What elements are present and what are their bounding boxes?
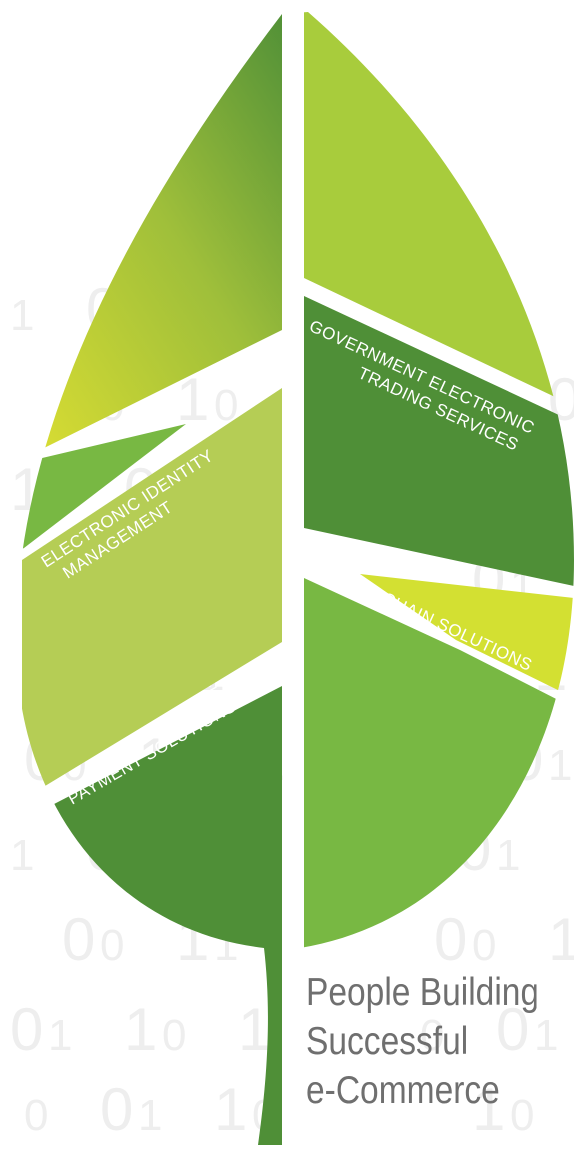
binary-digit: 1: [10, 831, 34, 880]
binary-digit: 1: [138, 1091, 162, 1140]
binary-digit: 0: [100, 921, 124, 970]
binary-digit: 1: [548, 906, 574, 973]
binary-digit: 1: [214, 1076, 247, 1143]
binary-digit: 1: [472, 1076, 505, 1143]
tagline-line2: Successful: [306, 1020, 469, 1063]
binary-digit: 1: [124, 996, 157, 1063]
leaf-segment-left-small-triangle: [16, 424, 186, 560]
binary-digit: 0: [420, 1011, 444, 1060]
binary-digit: 1: [238, 996, 271, 1063]
binary-digit: 1: [48, 1011, 72, 1060]
binary-digit: 0: [62, 906, 95, 973]
tagline-line1: People Building: [306, 971, 537, 1014]
leaf-segment-top-left: [16, 12, 282, 450]
binary-digit: 1: [10, 291, 34, 340]
tagline-line3: e-Commerce: [306, 1069, 500, 1112]
binary-digit: 0: [10, 996, 43, 1063]
binary-digit: 0: [496, 996, 529, 1063]
binary-digit: 0: [24, 1091, 48, 1140]
binary-digit: 0: [510, 1091, 534, 1140]
leaf-segment-supply-lime: [360, 574, 574, 698]
binary-digit: 1: [496, 831, 520, 880]
binary-digit: 1: [534, 1011, 558, 1060]
binary-digit: 1: [548, 741, 572, 790]
binary-digit: 0: [434, 906, 467, 973]
binary-digit: 0: [162, 1011, 186, 1060]
leaf-segment-identity: [22, 388, 282, 800]
binary-digit: 0: [472, 921, 496, 970]
leaf-segment-government: [304, 296, 574, 586]
binary-digit: 0: [100, 1076, 133, 1143]
tagline: People Building Successful e-Commerce: [306, 968, 536, 1115]
